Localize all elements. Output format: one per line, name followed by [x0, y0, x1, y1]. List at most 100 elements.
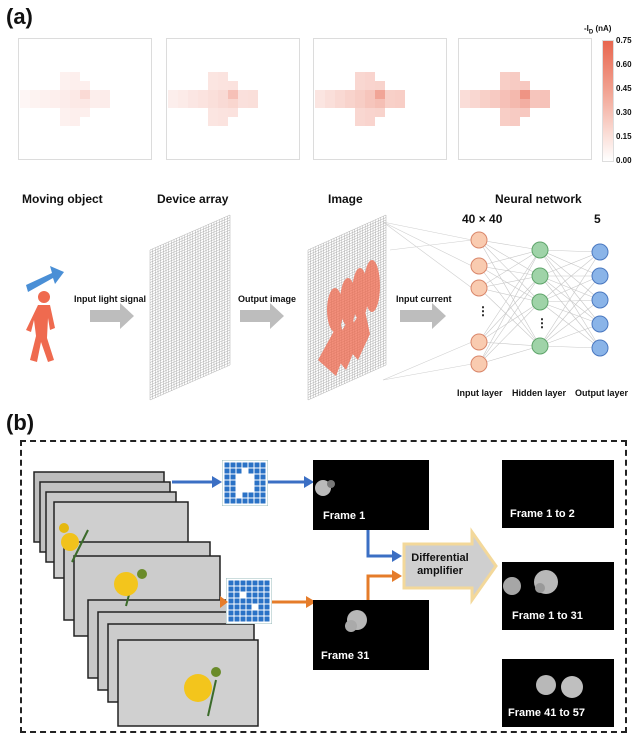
heatmap-cell: [510, 81, 520, 90]
grid-pixel: [260, 462, 266, 468]
nn-edge: [478, 275, 541, 365]
grid-pixel: [254, 498, 260, 504]
grid-pixel: [258, 592, 264, 598]
heatmap-cell: [325, 90, 335, 99]
heatmap-cell: [70, 72, 80, 81]
output-node: [591, 315, 609, 333]
heatmap-cell: [218, 117, 228, 126]
grid-pixel: [242, 498, 248, 504]
grid-pixel: [230, 498, 236, 504]
grid-pixel: [230, 480, 236, 486]
heatmap-cell: [500, 108, 510, 117]
nn-edge: [539, 275, 601, 347]
heatmap-cell: [470, 99, 480, 108]
heatmap-cell: [530, 99, 540, 108]
grid-pixel: [228, 604, 234, 610]
grid-pixel: [240, 598, 246, 604]
heatmap-cell: [500, 72, 510, 81]
nn-edge: [478, 249, 541, 267]
heatmap-cell: [208, 99, 218, 108]
grid-pixel: [252, 598, 258, 604]
grid-pixel: [254, 462, 260, 468]
heatmap-cell: [178, 99, 188, 108]
heatmap-cell: [500, 99, 510, 108]
colorbar-gradient: [602, 40, 614, 162]
pixel-grid-top: [222, 460, 268, 506]
nn-edge: [478, 249, 541, 365]
heatmap-cell: [365, 81, 375, 90]
label-output-image: Output image: [238, 294, 296, 304]
grid-pixel: [230, 492, 236, 498]
nn-edge: [539, 249, 601, 325]
grid-pixel: [260, 480, 266, 486]
grid-pixel: [246, 610, 252, 616]
grid-pixel: [234, 592, 240, 598]
grid-pixel: [230, 474, 236, 480]
heatmap-cell: [510, 72, 520, 81]
heatmap-frame-2: [166, 38, 300, 160]
nn-edge: [478, 287, 541, 303]
heatmap-cell: [355, 90, 365, 99]
heatmap-cell: [510, 117, 520, 126]
grid-pixel: [248, 462, 254, 468]
grid-pixel: [224, 498, 230, 504]
nn-edge: [539, 275, 601, 349]
input-ellipsis: ⋮: [477, 304, 489, 318]
grid-pixel: [242, 492, 248, 498]
result-caption: Frame 41 to 57: [508, 707, 586, 719]
heatmap-cell: [228, 108, 238, 117]
output-node: [591, 339, 609, 357]
heatmap-cell: [30, 99, 40, 108]
grid-pixel: [264, 616, 270, 622]
heatmap-cell: [355, 117, 365, 126]
device-array-grid: [149, 214, 231, 401]
grid-pixel: [234, 604, 240, 610]
grid-pixel: [258, 586, 264, 592]
input-node: [470, 257, 488, 275]
grid-pixel: [224, 486, 230, 492]
heatmap-cell: [500, 90, 510, 99]
nn-edge: [478, 275, 541, 289]
video-frame-stack: [33, 471, 259, 727]
frame-31-highlight: [345, 610, 367, 632]
grid-pixel: [254, 492, 260, 498]
grid-pixel: [224, 468, 230, 474]
nn-edge: [478, 249, 541, 289]
heatmap-cell: [520, 90, 530, 99]
grid-pixel: [242, 468, 248, 474]
heatmap-cell: [385, 99, 395, 108]
heatmap-cell: [70, 90, 80, 99]
frame-1-caption: Frame 1: [323, 510, 366, 522]
heatmap-cell: [20, 90, 30, 99]
heatmap-cell: [218, 72, 228, 81]
heatmap-cell: [510, 90, 520, 99]
heatmap-cell: [228, 90, 238, 99]
result-frame-41-to-57: Frame 41 to 57: [502, 659, 614, 727]
grey-arrow-1: [90, 303, 134, 329]
heatmap-cell: [90, 90, 100, 99]
nn-edge: [478, 249, 541, 343]
heatmap-cell: [335, 90, 345, 99]
panel-a-label: (a): [6, 4, 33, 29]
grid-pixel: [240, 592, 246, 598]
grid-pixel: [236, 462, 242, 468]
grid-pixel: [246, 598, 252, 604]
heading-moving-object: Moving object: [22, 192, 103, 206]
lily-flower-icon: [59, 523, 221, 717]
nn-edge: [539, 249, 601, 277]
frame-31-caption: Frame 31: [321, 650, 370, 662]
heatmap-cell: [490, 99, 500, 108]
grid-pixel: [240, 616, 246, 622]
heatmap-cell: [30, 90, 40, 99]
hidden-node: [531, 241, 549, 259]
nn-edge: [539, 299, 601, 303]
grid-pixel: [260, 474, 266, 480]
heatmap-cell: [20, 99, 30, 108]
heatmap-cell: [218, 81, 228, 90]
blue-arrow-to-amplifier: [366, 528, 402, 562]
heatmap-cell: [90, 99, 100, 108]
panel-b-label: (b): [6, 410, 35, 435]
heatmap-4: [458, 38, 592, 160]
result-1-to-31-highlight: [503, 570, 558, 595]
grid-pixel: [224, 480, 230, 486]
